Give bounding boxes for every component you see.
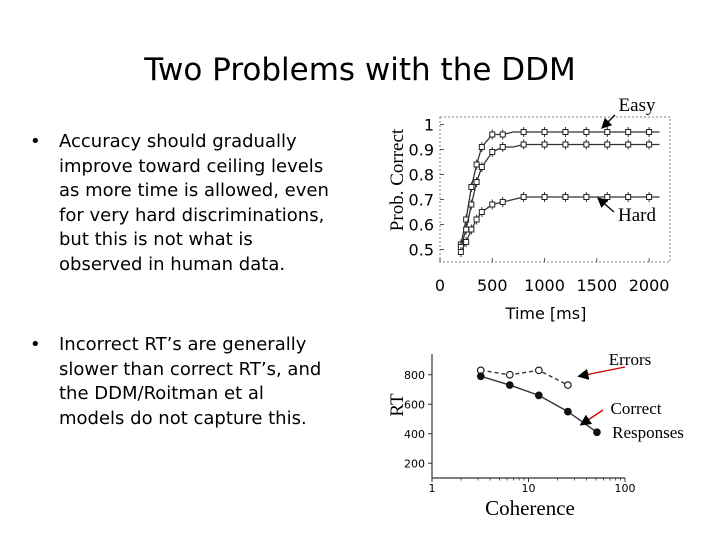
data-point xyxy=(541,129,548,135)
data-point xyxy=(520,141,527,148)
data-point xyxy=(564,381,572,389)
easy-annotation: Easy xyxy=(619,95,656,116)
easy-arrow xyxy=(601,114,616,129)
y-tick-label: 0.9 xyxy=(409,141,434,160)
x-axis-label: Coherence xyxy=(485,496,575,520)
series-line xyxy=(480,369,569,386)
y-tick-label: 0.6 xyxy=(409,216,434,235)
data-point xyxy=(457,249,464,255)
data-point xyxy=(463,239,470,245)
y-tick-label: 800 xyxy=(404,369,425,382)
bullet-marker: • xyxy=(30,131,41,152)
y-tick-label: 0.5 xyxy=(409,241,434,260)
bullet-text: Incorrect RT’s are generally slower than… xyxy=(59,334,322,429)
data-point xyxy=(534,391,543,400)
data-point xyxy=(489,131,496,138)
data-point xyxy=(604,129,611,135)
series-line xyxy=(460,143,660,248)
data-point xyxy=(473,179,480,185)
x-tick-label: 0 xyxy=(435,276,445,295)
bullet-rt: • Incorrect RT’s are generally slower th… xyxy=(30,333,329,431)
data-point xyxy=(562,194,569,200)
data-point xyxy=(473,216,480,223)
data-point xyxy=(604,141,611,148)
series-line xyxy=(480,375,598,433)
data-point xyxy=(583,194,590,200)
series-line xyxy=(460,131,660,245)
data-point xyxy=(625,141,632,148)
data-point xyxy=(562,141,569,148)
data-point xyxy=(463,226,470,233)
x-tick-label: 100 xyxy=(615,482,636,495)
data-point xyxy=(499,199,506,205)
data-point xyxy=(468,226,475,233)
data-point xyxy=(646,129,653,135)
correct-responses-label: Correct xyxy=(611,399,662,418)
data-point xyxy=(476,372,485,381)
data-point xyxy=(499,144,506,150)
x-tick-label: 1 xyxy=(429,482,436,495)
data-point xyxy=(564,407,572,416)
data-point xyxy=(505,381,514,389)
y-tick-label: 0.8 xyxy=(409,166,434,185)
data-point xyxy=(646,141,653,148)
plot-frame xyxy=(439,116,671,263)
data-point xyxy=(505,370,514,379)
data-point xyxy=(478,144,485,150)
x-tick-label: 1000 xyxy=(524,276,565,295)
data-point xyxy=(520,129,527,135)
data-point xyxy=(489,149,496,155)
slide-title: Two Problems with the DDM xyxy=(144,52,576,88)
y-tick-label: 0.7 xyxy=(409,191,434,210)
data-point xyxy=(534,366,543,375)
x-tick-label: 1500 xyxy=(576,276,617,295)
data-point xyxy=(520,194,527,200)
bullet-accuracy: • Accuracy should gradually improve towa… xyxy=(30,130,329,277)
y-axis-label: RT xyxy=(387,393,408,417)
correct-responses-label: Responses xyxy=(612,423,684,442)
data-point xyxy=(625,129,632,135)
correct-arrow xyxy=(579,409,604,426)
data-point xyxy=(583,129,590,135)
hard-arrow xyxy=(597,197,615,213)
data-point xyxy=(646,194,653,200)
bullet-text: Accuracy should gradually improve toward… xyxy=(59,131,329,275)
data-point xyxy=(468,201,475,208)
errors-label: Errors xyxy=(609,350,651,369)
y-axis-label: Prob. Correct xyxy=(387,128,408,231)
data-point xyxy=(583,141,590,148)
series-line xyxy=(460,196,660,253)
y-tick-label: 400 xyxy=(404,428,425,441)
data-point xyxy=(468,184,475,190)
data-point xyxy=(562,129,569,135)
data-point xyxy=(489,201,496,208)
hard-annotation: Hard xyxy=(618,205,656,226)
data-point xyxy=(478,209,485,215)
data-point xyxy=(499,131,506,138)
data-point xyxy=(625,194,632,200)
data-point xyxy=(473,161,480,168)
x-tick-label: 10 xyxy=(522,482,536,495)
errors-arrow xyxy=(577,366,626,380)
y-tick-label: 200 xyxy=(404,457,425,470)
data-point xyxy=(541,194,548,200)
data-point xyxy=(593,428,601,437)
y-tick-label: 1 xyxy=(424,116,434,135)
data-point xyxy=(541,141,548,148)
data-point xyxy=(478,164,485,170)
bullet-marker: • xyxy=(30,334,41,355)
x-tick-label: 2000 xyxy=(629,276,670,295)
x-axis-label: Time [ms] xyxy=(505,304,587,323)
data-point xyxy=(604,194,611,200)
y-tick-label: 600 xyxy=(404,398,425,411)
x-tick-label: 500 xyxy=(477,276,508,295)
